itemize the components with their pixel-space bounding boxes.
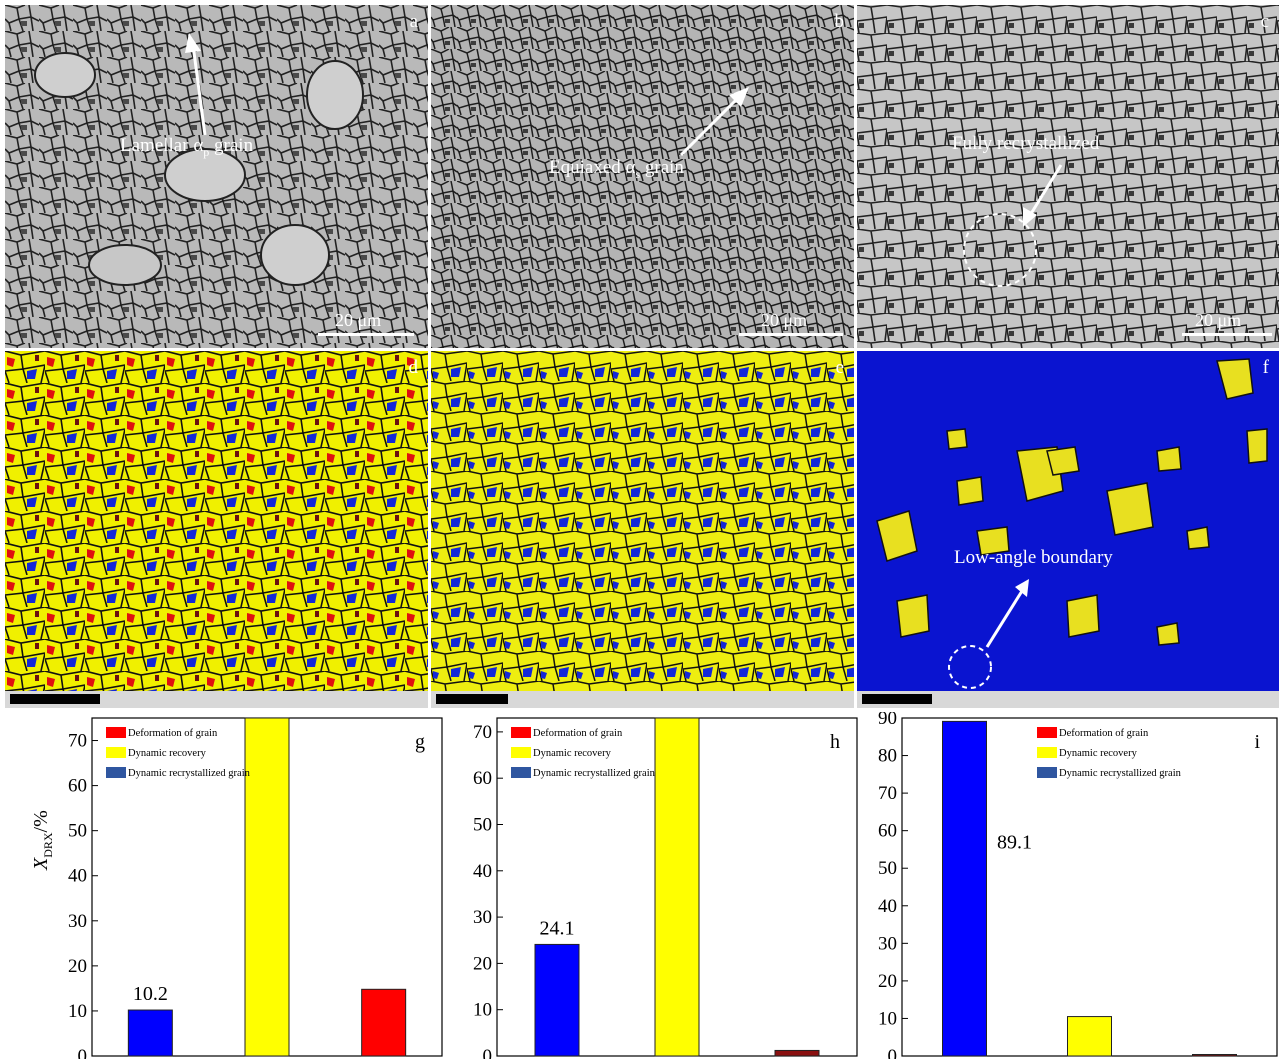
legend-swatch <box>511 767 531 778</box>
arrow-a <box>191 44 207 136</box>
legend-label: Dynamic recrystallized grain <box>128 768 251 779</box>
bar <box>361 988 407 1057</box>
legend-label: Dynamic recrystallized grain <box>533 768 656 779</box>
micrograph-c: c Fully recrystallized 20 μm <box>857 5 1279 348</box>
y-tick-label: 10 <box>68 1001 87 1022</box>
grain-texture-a <box>5 5 428 348</box>
legend-swatch <box>511 747 531 758</box>
y-tick-label: 10 <box>473 1000 492 1021</box>
y-tick-label: 30 <box>68 911 87 932</box>
highlight-circle-f <box>948 645 992 689</box>
annotation-fully-recrystallized: Fully recrystallized <box>952 133 1100 154</box>
y-tick-label: 70 <box>878 783 897 804</box>
ebsd-map-d: d <box>5 351 428 708</box>
legend-swatch <box>1037 747 1057 758</box>
scale-label-b: 20 μm <box>761 310 808 330</box>
panel-label-b: b <box>834 11 845 32</box>
ebsd-texture-d <box>5 351 428 708</box>
y-tick-label: 90 <box>878 712 897 729</box>
y-tick-label: 20 <box>878 971 897 992</box>
chart-panel-label: g <box>415 731 425 753</box>
bar <box>774 1049 820 1057</box>
legend-label: Deformation of grain <box>1059 728 1149 739</box>
y-tick-label: 70 <box>473 722 492 743</box>
legend-swatch <box>511 727 531 738</box>
y-tick-label: 50 <box>473 814 492 835</box>
legend-label: Dynamic recovery <box>128 748 207 759</box>
bar <box>1067 1016 1112 1057</box>
y-tick-label: 40 <box>68 866 87 887</box>
scale-label-a: 20 μm <box>335 310 382 330</box>
bar <box>654 717 700 1057</box>
chart-panel-label: i <box>1254 731 1260 753</box>
arrow-c <box>1027 164 1063 218</box>
y-tick-label: 60 <box>878 821 897 842</box>
bar <box>127 1009 173 1057</box>
legend-label: Deformation of grain <box>128 728 218 739</box>
highlight-circle-c <box>963 213 1037 287</box>
legend-label: Deformation of grain <box>533 728 623 739</box>
legend-label: Dynamic recrystallized grain <box>1059 768 1182 779</box>
micrograph-b: b Equiaxed αs grain 20 μm <box>431 5 854 348</box>
bar <box>534 943 580 1057</box>
legend-swatch <box>106 747 126 758</box>
grain-texture-b <box>431 5 854 348</box>
y-tick-label: 10 <box>878 1008 897 1029</box>
y-tick-label: 30 <box>473 907 492 928</box>
y-tick-label: 0 <box>888 1046 898 1059</box>
legend-swatch <box>1037 727 1057 738</box>
y-tick-label: 30 <box>878 933 897 954</box>
scale-label-c: 20 μm <box>1195 310 1242 330</box>
bar-chart-g: 0 10 20 30 40 50 60 70 10.2 g Deformation of grain… <box>68 717 443 1059</box>
bar-value-label: 89.1 <box>997 832 1032 854</box>
arrow-b <box>679 95 741 157</box>
legend-swatch <box>106 727 126 738</box>
bar-chart-h: 0 10 20 30 40 50 60 70 24.1 h Deformation of grain… <box>473 717 858 1059</box>
annotation-low-angle-boundary: Low-angle boundary <box>954 547 1113 568</box>
y-tick-label: 40 <box>473 861 492 882</box>
panel-label-a: a <box>409 11 418 32</box>
legend-label: Dynamic recovery <box>533 748 612 759</box>
scale-bar-a <box>318 333 414 336</box>
y-tick-label: 80 <box>878 746 897 767</box>
arrow-f <box>985 590 1024 648</box>
bar-value-label: 24.1 <box>540 917 575 939</box>
panel-label-f: f <box>1262 357 1269 378</box>
scale-bar-b <box>739 333 843 336</box>
bar <box>1192 1053 1237 1057</box>
ebsd-map-f: f Low-angle boundary <box>857 351 1279 708</box>
bar-value-label: 10.2 <box>133 983 168 1005</box>
panel-label-e: e <box>835 357 844 378</box>
y-tick-label: 40 <box>878 896 897 917</box>
y-tick-label: 60 <box>473 768 492 789</box>
grain-texture-c <box>857 5 1279 348</box>
ebsd-map-e: e <box>431 351 854 708</box>
annotation-equiaxed: Equiaxed αs grain <box>549 157 684 181</box>
y-tick-label: 50 <box>68 821 87 842</box>
y-tick-label: 20 <box>68 956 87 977</box>
y-tick-label: 20 <box>473 953 492 974</box>
y-tick-label: 0 <box>483 1046 493 1059</box>
y-tick-label: 60 <box>68 776 87 797</box>
annotation-lamellar: Lamellar αp grain <box>120 135 254 159</box>
panel-label-d: d <box>408 357 419 378</box>
ebsd-texture-f <box>857 351 1279 708</box>
y-tick-label: 50 <box>878 858 897 879</box>
legend-label: Dynamic recovery <box>1059 748 1138 759</box>
legend-swatch <box>1037 767 1057 778</box>
bar <box>244 717 290 1057</box>
y-axis-label: XDRX/% <box>30 810 55 870</box>
micrograph-a: a Lamellar αp grain 20 μm <box>5 5 428 348</box>
scale-bar-c <box>1182 333 1272 336</box>
bar-chart-i: 0 10 20 30 40 50 60 70 80 90 89.1 i Deformation of g… <box>878 712 1278 1059</box>
legend-swatch <box>106 767 126 778</box>
panel-label-c: c <box>1260 11 1269 32</box>
chart-panel-label: h <box>830 731 840 753</box>
bar <box>942 720 987 1057</box>
y-tick-label: 70 <box>68 731 87 752</box>
ebsd-texture-e <box>431 351 854 708</box>
y-tick-label: 0 <box>78 1046 88 1059</box>
